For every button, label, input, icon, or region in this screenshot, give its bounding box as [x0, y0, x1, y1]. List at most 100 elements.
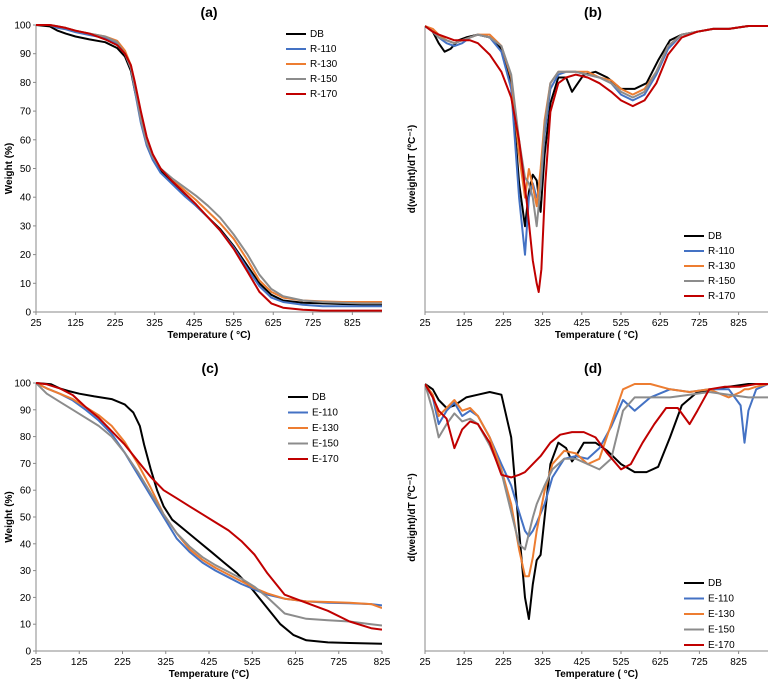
y-axis-title: Weight (%)	[4, 143, 15, 194]
legend-label: E-110	[708, 594, 734, 605]
legend-label: DB	[312, 392, 326, 403]
panel-1: (a) 25 125 225 325 425 525 625 725 825 0 10 20 30 40 50…	[4, 4, 382, 341]
legend-label: R-150	[708, 276, 736, 287]
y-tick-label: 80	[20, 78, 32, 89]
x-tick-label: 625	[265, 318, 282, 329]
series-line-db	[425, 383, 768, 620]
legend-label: E-150	[708, 625, 735, 636]
x-tick-label: 525	[244, 657, 261, 668]
x-tick-label: 325	[146, 318, 163, 329]
legend-label: E-170	[708, 640, 735, 651]
x-tick-label: 725	[691, 657, 708, 668]
legend-label: E-170	[312, 454, 339, 465]
x-tick-label: 625	[652, 318, 669, 329]
y-tick-label: 90	[20, 49, 32, 60]
legend-label: DB	[708, 578, 722, 589]
y-tick-label: 0	[25, 647, 31, 658]
series-line-e-150	[36, 382, 382, 627]
y-tick-label: 30	[20, 221, 32, 232]
series-line-r-110	[36, 24, 382, 308]
y-tick-label: 40	[20, 539, 32, 550]
legend-label: R-110	[708, 246, 735, 257]
y-tick-label: 90	[20, 405, 32, 416]
panel-4: (d) 25 125 225 325 425 525 625 725 825 Temperature…	[407, 360, 768, 680]
legend-label: R-130	[708, 261, 736, 272]
x-tick-label: 825	[730, 318, 747, 329]
series-line-r-130	[425, 25, 768, 208]
y-axis-title: d(weight)/dT (ºC⁻¹)	[407, 473, 418, 561]
y-tick-label: 50	[20, 513, 32, 524]
y-axis-title: Weight (%)	[4, 491, 15, 542]
y-tick-label: 50	[20, 164, 32, 175]
x-axis-title: Temperature ( °C)	[167, 330, 250, 341]
legend-label: E-150	[312, 439, 339, 450]
x-tick-label: 225	[107, 318, 124, 329]
legend: DB E-110 E-130 E-150 E-170	[684, 578, 735, 651]
x-tick-label: 425	[186, 318, 203, 329]
x-tick-label: 725	[691, 318, 708, 329]
x-tick-label: 825	[344, 318, 361, 329]
panel-title: (c)	[201, 360, 218, 376]
series-line-e-110	[425, 383, 768, 538]
legend-label: E-130	[708, 609, 735, 620]
legend-label: E-110	[312, 408, 338, 419]
y-tick-label: 70	[20, 459, 32, 470]
x-tick-label: 125	[67, 318, 84, 329]
y-tick-label: 60	[20, 135, 32, 146]
y-axis-title: d(weight)/dT (ºC⁻¹)	[407, 125, 418, 213]
panel-title: (d)	[584, 360, 602, 376]
y-tick-label: 10	[20, 620, 32, 631]
x-tick-label: 725	[330, 657, 347, 668]
y-tick-label: 40	[20, 193, 32, 204]
legend: DB R-110 R-130 R-150 R-170	[684, 231, 736, 302]
legend-label: DB	[708, 231, 722, 242]
x-tick-label: 625	[652, 657, 669, 668]
y-tick-label: 20	[20, 593, 32, 604]
legend-label: R-130	[310, 59, 338, 70]
x-tick-label: 225	[114, 657, 131, 668]
x-tick-label: 25	[419, 657, 431, 668]
x-tick-label: 425	[573, 318, 590, 329]
x-tick-label: 325	[534, 318, 551, 329]
x-tick-label: 625	[287, 657, 304, 668]
panel-3: (c) 25 125 225 325 425 525 625 725 825 0 10 20 30 40 50…	[4, 360, 391, 680]
y-tick-label: 30	[20, 566, 32, 577]
x-tick-label: 525	[225, 318, 242, 329]
legend: DB R-110 R-130 R-150 R-170	[286, 29, 338, 100]
panel-title: (a)	[200, 4, 217, 20]
x-tick-label: 225	[495, 657, 512, 668]
x-axis-title: Temperature ( °C)	[555, 669, 638, 680]
x-tick-label: 125	[456, 318, 473, 329]
x-tick-label: 825	[374, 657, 391, 668]
y-tick-label: 60	[20, 486, 32, 497]
x-tick-label: 525	[613, 657, 630, 668]
x-tick-label: 25	[30, 318, 42, 329]
panel-title: (b)	[584, 4, 602, 20]
series-line-r-170	[425, 25, 768, 293]
y-tick-label: 100	[14, 21, 31, 32]
legend-label: DB	[310, 29, 324, 40]
y-tick-label: 10	[20, 279, 32, 290]
series-line-r-170	[36, 24, 382, 312]
x-tick-label: 725	[304, 318, 321, 329]
x-tick-label: 325	[157, 657, 174, 668]
x-tick-label: 25	[419, 318, 431, 329]
series-line-e-170	[36, 382, 382, 631]
series-line-r-110	[425, 25, 768, 256]
legend-label: R-110	[310, 44, 337, 55]
y-tick-label: 100	[14, 379, 31, 390]
x-tick-label: 325	[534, 657, 551, 668]
series-line-e-150	[425, 383, 768, 551]
legend: DB E-110 E-130 E-150 E-170	[288, 392, 339, 465]
series-line-db	[425, 25, 768, 228]
x-axis-title: Temperature (°C)	[169, 669, 250, 680]
y-tick-label: 20	[20, 250, 32, 261]
legend-label: E-130	[312, 423, 339, 434]
series-line-e-130	[425, 383, 768, 578]
series-line-db	[36, 382, 382, 645]
x-tick-label: 25	[30, 657, 42, 668]
x-tick-label: 125	[71, 657, 88, 668]
x-tick-label: 425	[573, 657, 590, 668]
x-axis-title: Temperature ( °C)	[555, 330, 638, 341]
